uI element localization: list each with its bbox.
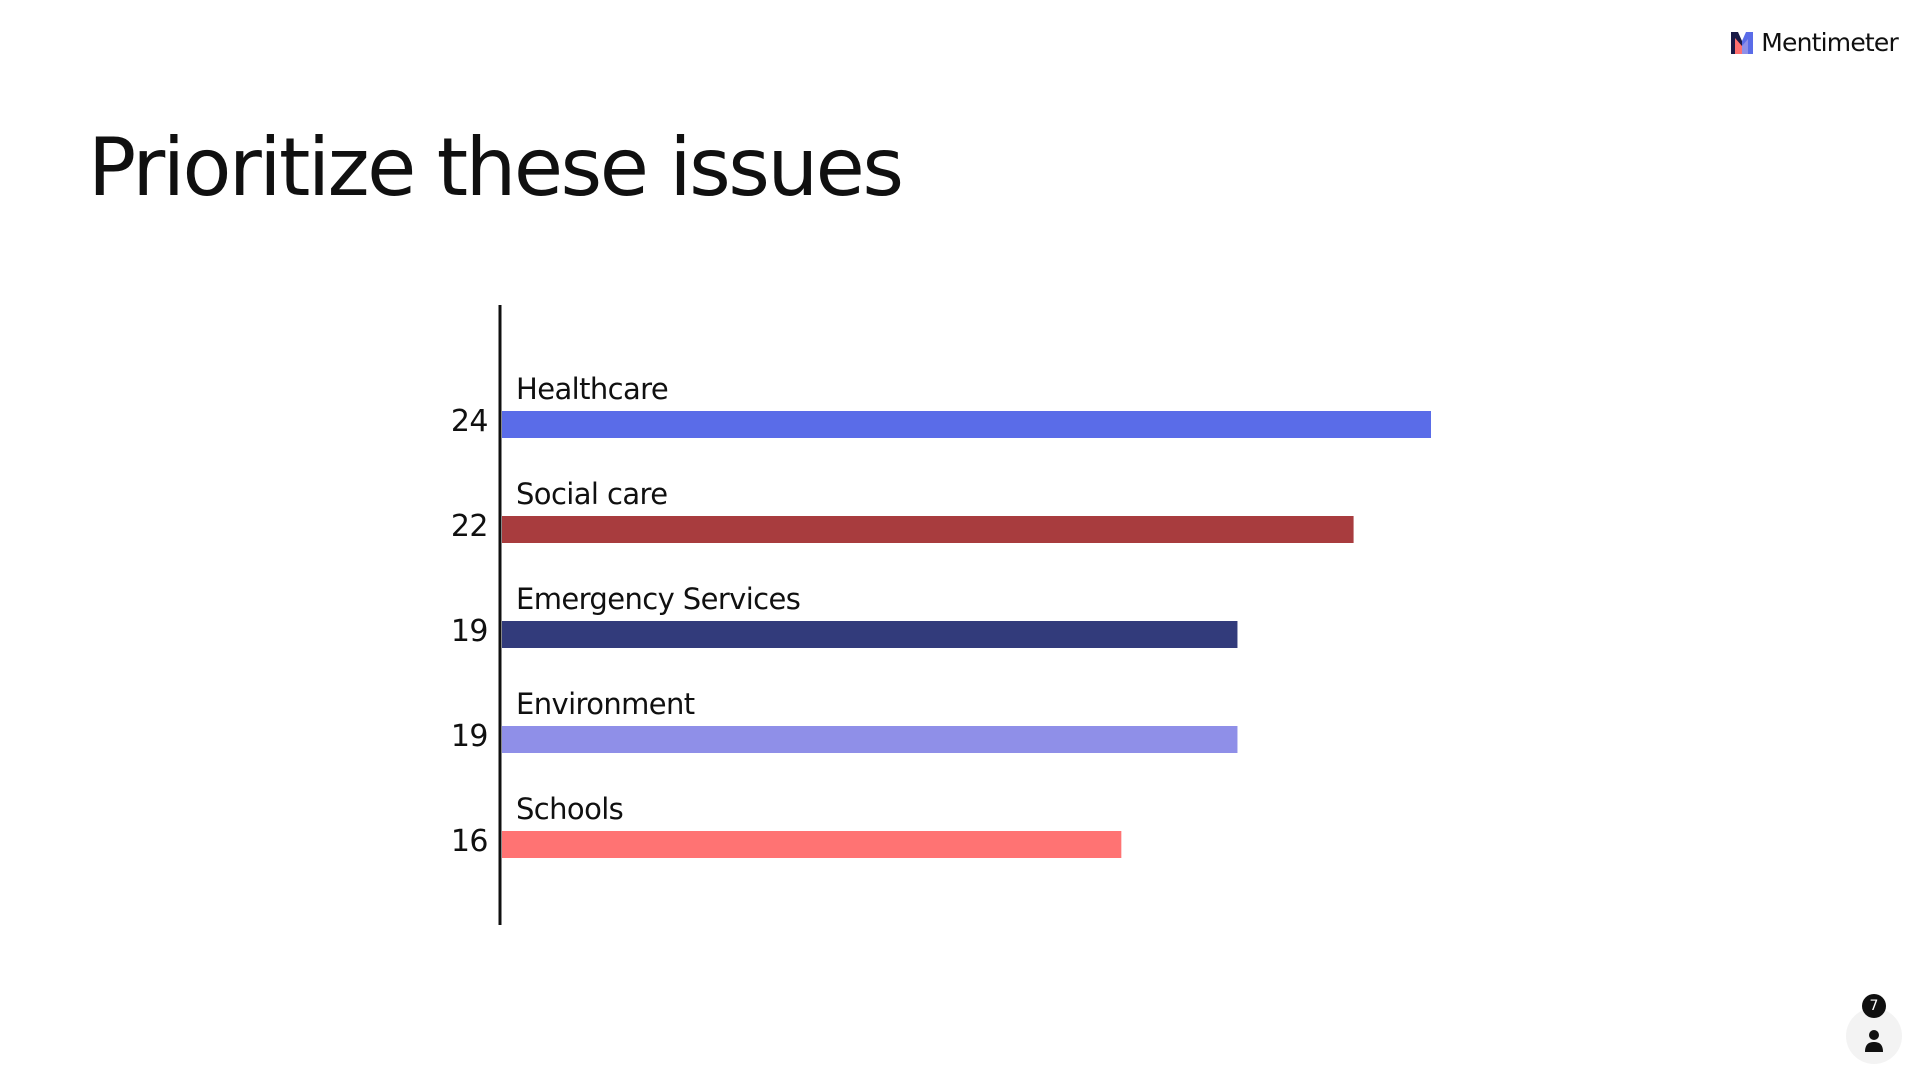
bar-label: Social care <box>516 477 667 511</box>
bar-value-label: 16 <box>451 824 488 859</box>
bar-social-care <box>502 516 1354 543</box>
person-icon <box>1865 1030 1883 1052</box>
bar-value-label: 19 <box>451 614 488 649</box>
bar-label: Environment <box>516 687 695 721</box>
bar-schools <box>502 831 1122 858</box>
bar-label: Schools <box>516 792 623 826</box>
mentimeter-logo-icon <box>1731 31 1754 54</box>
bar-value-label: 24 <box>451 404 488 439</box>
page-title: Prioritize these issues <box>88 121 904 214</box>
bar-healthcare <box>502 411 1431 438</box>
bar-environment <box>502 726 1238 753</box>
bar-value-label: 22 <box>451 509 488 544</box>
bar-label: Healthcare <box>516 372 668 406</box>
brand: Mentimeter <box>1731 28 1899 57</box>
audience-button[interactable]: 7 <box>1846 994 1902 1064</box>
bar-label: Emergency Services <box>516 582 800 616</box>
audience-count-badge: 7 <box>1862 994 1886 1018</box>
bar-emergency-services <box>502 621 1238 648</box>
bar-value-label: 19 <box>451 719 488 754</box>
brand-name: Mentimeter <box>1761 28 1899 57</box>
